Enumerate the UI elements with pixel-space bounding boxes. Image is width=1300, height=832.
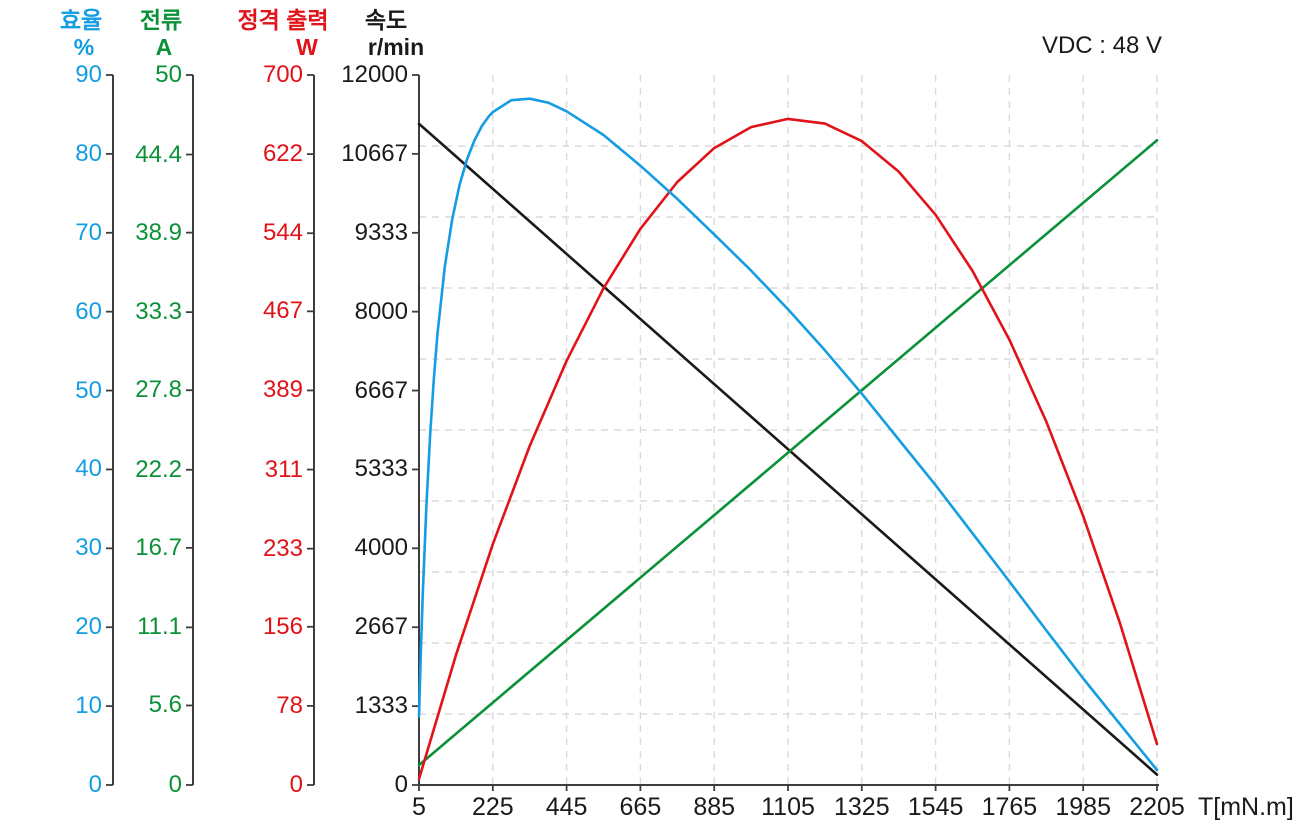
y-tick-label-power: 467 <box>262 297 303 325</box>
x-tick-label: 1985 <box>1055 793 1111 821</box>
axis-header-current: 전류 A <box>140 7 182 61</box>
y-tick-label-speed: 4000 <box>354 534 408 562</box>
axis-header-power: 정격 출력 W <box>237 7 328 61</box>
y-tick-label-power: 700 <box>262 61 303 88</box>
y-tick-label-current: 16.7 <box>135 533 182 561</box>
curve-power <box>417 117 1159 781</box>
x-axis-title: T[mN.m] <box>1198 793 1294 821</box>
axis-unit-power: W <box>296 34 318 60</box>
y-tick-label-power: 389 <box>262 376 303 404</box>
y-tick-label-power: 0 <box>289 771 303 798</box>
y-tick-label-speed: 10667 <box>341 139 408 167</box>
y-tick-label-current: 27.8 <box>135 376 182 404</box>
y-tick-label-speed: 0 <box>394 771 408 798</box>
axis-header-speed: 속도 r/min <box>358 7 424 61</box>
y-tick-label-efficiency: 60 <box>75 297 102 325</box>
y-tick-label-current: 33.3 <box>135 298 182 326</box>
x-tick-label: 445 <box>545 793 588 821</box>
x-tick-label: 225 <box>471 793 514 821</box>
axis-title-speed: 속도 <box>364 7 408 33</box>
y-tick-label-efficiency: 50 <box>75 376 102 404</box>
x-tick-label: 1105 <box>761 793 815 821</box>
y-tick-label-power: 78 <box>276 691 303 719</box>
y-tick-label-current: 5.6 <box>148 691 182 719</box>
x-tick-label: 1325 <box>833 793 890 821</box>
axis-title-efficiency: 효율 <box>59 7 103 33</box>
y-tick-label-efficiency: 90 <box>75 61 102 88</box>
axis-unit-efficiency: % <box>73 34 95 60</box>
y-tick-label-speed: 6667 <box>354 376 408 404</box>
y-tick-label-current: 11.1 <box>137 613 182 641</box>
curve-efficiency <box>417 97 1159 772</box>
axis-unit-speed: r/min <box>367 34 425 60</box>
y-tick-label-speed: 5333 <box>354 455 408 483</box>
y-tick-label-current: 44.4 <box>135 140 182 168</box>
axis-unit-current: A <box>155 34 173 60</box>
curve-current <box>417 139 1159 767</box>
y-tick-label-efficiency: 30 <box>75 534 102 562</box>
y-tick-label-efficiency: 70 <box>75 218 102 246</box>
y-tick-label-efficiency: 80 <box>75 139 102 167</box>
vdc-annotation: VDC : 48 V <box>1041 32 1162 59</box>
y-tick-label-speed: 9333 <box>354 218 408 246</box>
curve-speed <box>417 122 1159 776</box>
y-tick-label-speed: 1333 <box>354 692 408 720</box>
x-tick-label: 1545 <box>907 793 964 821</box>
x-tick-label: 885 <box>693 793 736 821</box>
y-tick-label-speed: 2667 <box>354 613 408 641</box>
y-tick-label-current: 50 <box>155 61 182 88</box>
y-tick-label-efficiency: 20 <box>75 613 102 641</box>
x-tick-label: 1765 <box>981 793 1038 821</box>
axis-header-efficiency: 효율 % <box>60 7 102 61</box>
x-tick-label: 665 <box>619 793 662 821</box>
y-tick-label-efficiency: 10 <box>75 692 102 720</box>
x-tick-label: 2205 <box>1129 793 1185 821</box>
y-tick-label-speed: 8000 <box>354 297 408 325</box>
y-tick-label-power: 156 <box>262 612 303 640</box>
y-tick-label-current: 38.9 <box>135 218 182 246</box>
y-tick-label-power: 622 <box>262 140 303 168</box>
y-tick-label-power: 311 <box>264 455 303 483</box>
y-tick-label-efficiency: 0 <box>88 771 102 798</box>
y-tick-label-current: 22.2 <box>135 455 182 483</box>
y-tick-label-efficiency: 40 <box>75 455 102 483</box>
x-tick-label: 5 <box>412 793 426 821</box>
y-tick-label-speed: 12000 <box>341 61 408 88</box>
axis-title-power: 정격 출력 <box>237 7 329 33</box>
y-tick-label-power: 233 <box>262 534 303 562</box>
y-tick-label-power: 544 <box>262 219 303 247</box>
axis-title-current: 전류 <box>139 7 183 33</box>
y-tick-label-current: 0 <box>168 771 182 798</box>
